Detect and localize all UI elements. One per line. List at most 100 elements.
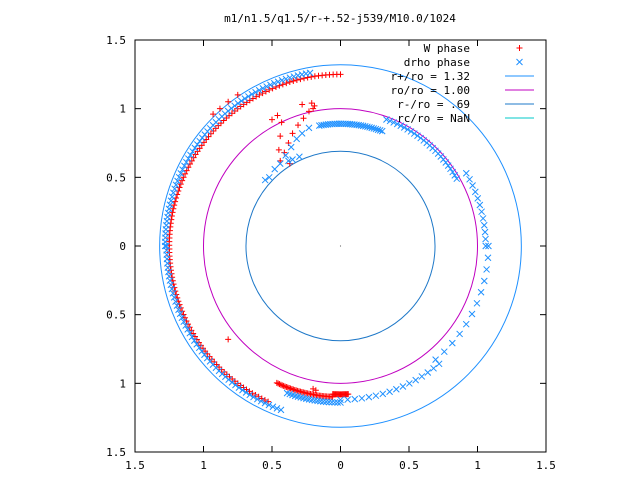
drho-phase-point [478,208,485,216]
w-phase-point [276,381,283,388]
drho-phase-point [418,373,426,380]
drho-phase-point [484,254,492,262]
drho-phase-point [174,177,181,185]
w-phase-point [290,77,297,84]
drho-phase-point [170,189,177,197]
drho-phase-point [286,74,294,82]
drho-phase-point [167,197,175,205]
w-phase-point [308,100,315,107]
drho-phase-point [231,102,239,110]
w-phase-point [295,122,302,129]
w-phase-point [234,91,241,98]
drho-phase-point [397,122,405,130]
w-phase-point [284,384,291,391]
drho-phase-point [469,182,476,189]
w-phase-point [277,381,284,388]
drho-phase-point [378,127,386,135]
drho-phase-point [383,116,390,123]
drho-phase-point [404,126,411,133]
x-tick-label: 1.5 [125,459,145,472]
legend-label: rc/ro = NaN [397,112,470,125]
legend-label: r+/ro = 1.32 [391,70,470,83]
drho-phase-point [246,391,254,399]
drho-phase-point [278,76,286,84]
ref-circle [159,64,522,428]
drho-phase-point [184,326,192,333]
drho-phase-point [456,330,464,338]
w-phase-point [310,105,317,112]
drho-phase-point [171,185,179,193]
legend-label: ro/ro = 1.00 [391,84,470,97]
drho-phase-point [466,175,473,183]
drho-phase-point [172,181,180,189]
w-phase-point [177,181,184,188]
drho-phase-point [188,333,196,341]
drho-phase-point [453,175,461,183]
w-phase-point [312,387,319,394]
w-phase-point [310,385,317,392]
drho-phase-point [376,127,384,134]
drho-phase-point [285,157,292,165]
drho-phase-point [358,394,366,402]
drho-phase-point [181,162,188,170]
drho-phase-point [248,90,256,98]
w-phase-point [275,146,282,153]
w-phase-point [281,383,288,390]
ref-circle [245,150,436,342]
drho-phase-point [271,165,279,173]
w-phase-point [170,205,177,212]
drho-phase-point [462,169,470,177]
drho-phase-point [263,83,270,90]
drho-phase-point [337,396,344,404]
drho-phase-point [471,188,479,196]
drho-phase-point [293,135,301,143]
drho-phase-point [185,155,192,162]
drho-phase-point [420,137,428,144]
drho-phase-point [344,396,351,404]
drho-phase-point [368,124,376,132]
w-phase-point [275,380,282,387]
drho-phase-point [430,364,437,372]
drho-phase-point [232,381,239,389]
w-phase-point [171,284,178,291]
drho-phase-point [298,71,306,78]
w-phase-point [259,90,266,97]
drho-phase-point [317,397,324,405]
drho-phase-point [189,148,197,155]
drho-phase-point [259,85,267,92]
drho-phase-point [172,298,179,305]
drho-phase-point [186,329,194,337]
w-phase-point [168,212,175,219]
drho-phase-point [365,393,373,401]
drho-phase-point [485,242,492,250]
w-phase-point [297,76,304,83]
drho-phase-point [440,348,448,356]
drho-phase-point [193,340,201,348]
drho-phase-point [168,285,176,293]
drho-phase-point [319,398,327,405]
drho-phase-point [328,398,336,406]
w-phase-point [286,79,293,86]
drho-phase-point [305,124,313,132]
drho-phase-point [198,347,206,355]
legend-marker [516,45,523,51]
drho-phase-point [173,302,181,310]
drho-phase-point [187,151,194,159]
x-tick-label: 0.5 [262,459,282,472]
w-phase-point [299,101,306,108]
drho-phase-point [325,398,333,406]
drho-phase-point [178,314,186,322]
drho-phase-point [193,141,201,148]
w-phase-point [176,184,183,191]
w-phase-point [289,130,296,137]
drho-phase-point [182,322,190,329]
drho-phase-point [257,397,265,405]
w-phase-point [179,177,186,184]
drho-phase-point [331,399,339,406]
drho-phase-point [314,397,321,405]
w-phase-point [225,336,232,343]
drho-phase-point [474,195,482,202]
drho-phase-point [261,176,269,184]
w-phase-point [269,85,276,92]
